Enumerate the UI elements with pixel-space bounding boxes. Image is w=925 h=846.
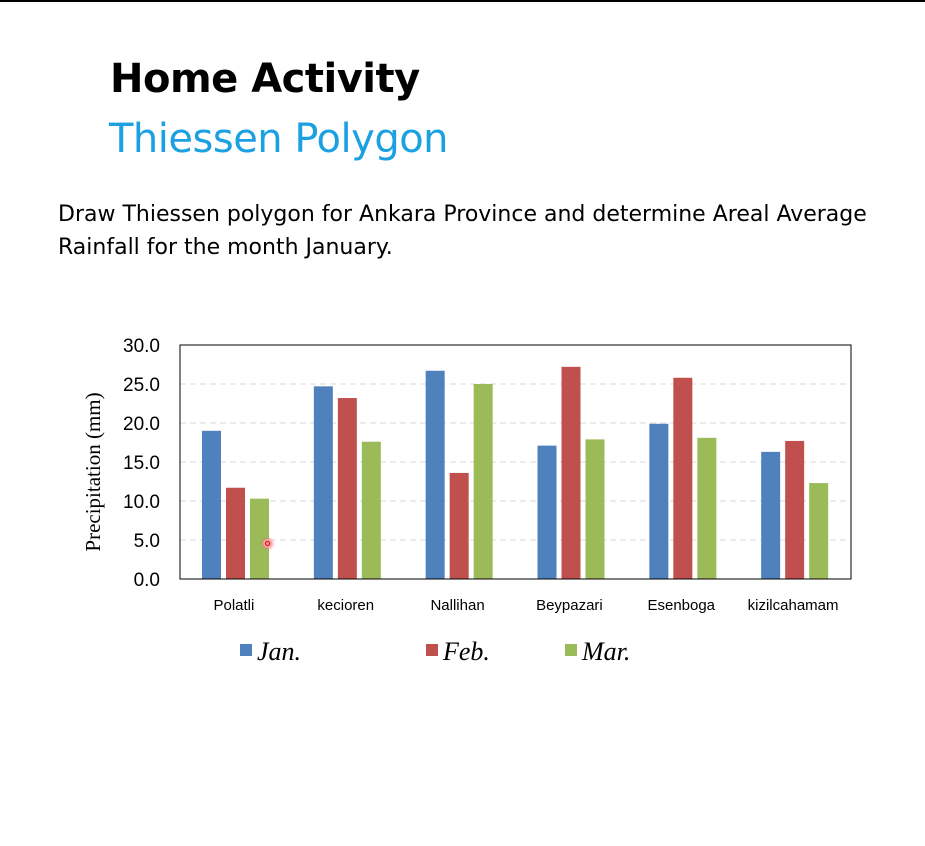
legend-label-jan: Jan. [257, 637, 301, 666]
y-tick-label: 15.0 [123, 453, 160, 474]
x-tick-label: Polatli [213, 597, 254, 614]
bar-feb-beypazari [561, 366, 581, 579]
legend-swatch-jan [240, 644, 252, 656]
legend-swatch-feb [426, 644, 438, 656]
bar-mar-esenboga [697, 437, 717, 579]
y-tick-label: 20.0 [123, 414, 160, 435]
bar-jan-kizilcahamam [761, 451, 781, 579]
legend-label-mar: Mar. [581, 637, 630, 666]
y-tick-label: 25.0 [123, 375, 160, 396]
precipitation-bar-chart: 0.0 5.0 10.0 15.0 20.0 25.0 30.0 Polatli keciore… [81, 336, 852, 666]
plot-frame [179, 344, 852, 580]
bar-jan-nallihan [425, 370, 445, 579]
bar-feb-kizilcahamam [785, 440, 805, 579]
y-tick-label: 0.0 [134, 570, 160, 591]
slide-subtitle: Thiessen Polygon [109, 116, 449, 162]
legend-swatch-mar [565, 644, 577, 656]
x-tick-label: kecioren [317, 597, 374, 614]
instruction-text: Draw Thiessen polygon for Ankara Provinc… [58, 202, 867, 260]
bar-jan-esenboga [649, 423, 669, 579]
slide-title: Home Activity [110, 56, 420, 102]
x-tick-label: Beypazari [536, 597, 603, 614]
y-tick-label: 30.0 [123, 336, 160, 357]
bar-mar-polatli [250, 498, 269, 579]
top-border-line [0, 0, 925, 2]
bar-mar-nallihan [473, 384, 493, 579]
y-axis-label: Precipitation (mm) [81, 392, 105, 551]
x-tick-label: kizilcahamam [748, 597, 839, 614]
pointer-cursor-icon [263, 539, 272, 548]
legend-label-feb: Feb. [442, 637, 490, 666]
bar-jan-polatli [202, 430, 221, 579]
bar-feb-esenboga [673, 377, 693, 579]
x-tick-label: Nallihan [430, 597, 484, 614]
bar-jan-beypazari [537, 445, 557, 579]
x-tick-label: Esenboga [647, 597, 715, 614]
bar-mar-kecioren [361, 441, 381, 579]
bar-feb-polatli [226, 487, 245, 579]
bar-mar-beypazari [585, 439, 605, 579]
bar-jan-kecioren [313, 386, 333, 579]
bar-feb-kecioren [337, 398, 357, 579]
bar-feb-nallihan [449, 472, 469, 579]
bar-mar-kizilcahamam [809, 483, 829, 579]
y-tick-label: 5.0 [134, 531, 160, 552]
y-tick-label: 10.0 [123, 492, 160, 513]
